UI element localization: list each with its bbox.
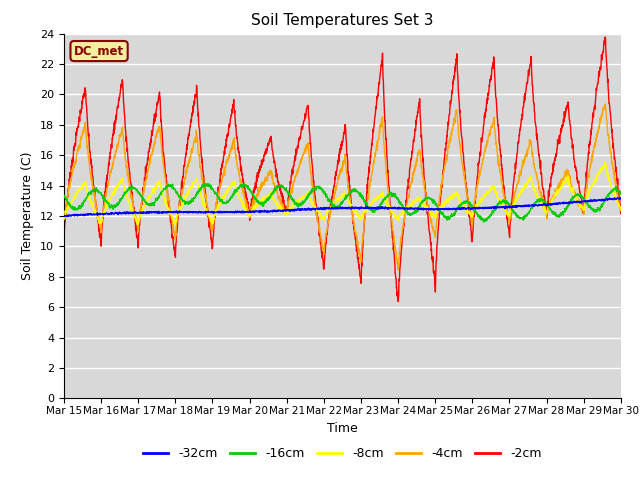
Title: Soil Temperatures Set 3: Soil Temperatures Set 3: [251, 13, 434, 28]
Text: DC_met: DC_met: [74, 45, 124, 58]
Legend: -32cm, -16cm, -8cm, -4cm, -2cm: -32cm, -16cm, -8cm, -4cm, -2cm: [138, 442, 547, 465]
X-axis label: Time: Time: [327, 421, 358, 434]
Y-axis label: Soil Temperature (C): Soil Temperature (C): [22, 152, 35, 280]
